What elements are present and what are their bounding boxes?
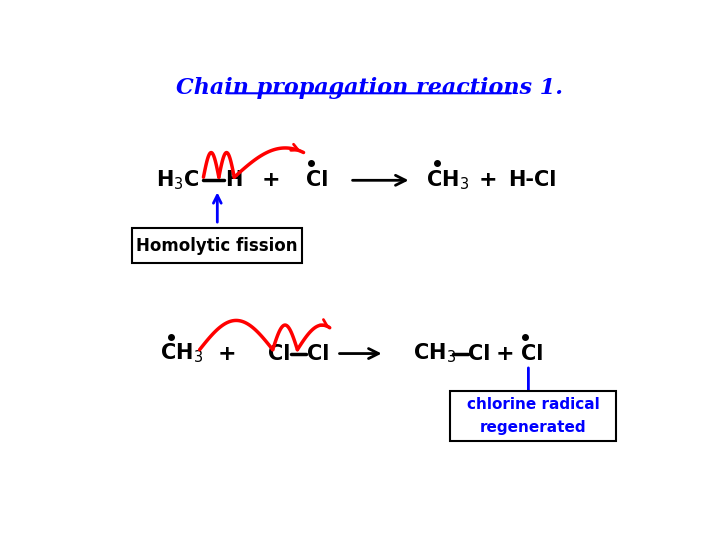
Text: H$_3$C: H$_3$C <box>156 168 199 192</box>
Text: Cl: Cl <box>268 343 290 363</box>
Text: H-Cl: H-Cl <box>508 170 557 190</box>
Text: Chain propagation reactions 1.: Chain propagation reactions 1. <box>176 77 562 99</box>
Text: +: + <box>217 343 236 363</box>
Text: chlorine radical
regenerated: chlorine radical regenerated <box>467 397 599 435</box>
Text: CH$_3$: CH$_3$ <box>161 342 203 366</box>
Text: Cl: Cl <box>468 343 490 363</box>
Text: +: + <box>261 170 280 190</box>
Text: Cl: Cl <box>307 343 329 363</box>
FancyBboxPatch shape <box>450 392 616 441</box>
Text: CH$_3$: CH$_3$ <box>426 168 469 192</box>
Text: +: + <box>496 343 515 363</box>
Text: Cl: Cl <box>306 170 328 190</box>
Text: H: H <box>225 170 242 190</box>
Text: CH$_3$: CH$_3$ <box>413 342 456 366</box>
FancyBboxPatch shape <box>132 228 302 264</box>
Text: Homolytic fission: Homolytic fission <box>136 237 297 255</box>
Text: Cl: Cl <box>521 343 544 363</box>
Text: +: + <box>479 170 498 190</box>
